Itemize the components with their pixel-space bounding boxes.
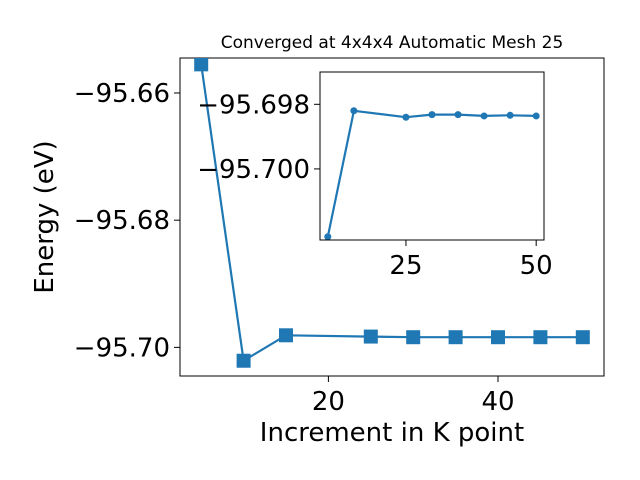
inset-y-tick-label: −95.700 [197,155,310,185]
inset-data-point [532,112,540,120]
main-data-point [363,329,378,344]
main-data-point [575,330,590,345]
main-x-tick-label: 20 [312,387,345,417]
main-data-point [533,330,548,345]
main-y-tick-label: −95.66 [74,79,170,109]
main-data-point [491,330,505,345]
main-chart-title: Converged at 4x4x4 Automatic Mesh 25 [221,33,564,53]
main-y-tick-label: −95.68 [74,206,170,236]
main-data-point [194,58,209,72]
inset-data-point [454,111,462,119]
inset-data-point [350,107,358,115]
main-y-tick-label: −95.70 [74,333,170,363]
inset-x-tick-label: 25 [389,251,422,281]
main-plot-frame [179,57,605,377]
main-x-tick-label: 40 [481,387,514,417]
main-data-point [406,330,421,345]
main-x-axis-label: Increment in K point [260,418,524,448]
main-data-point [236,353,251,368]
inset-data-point [480,112,488,120]
inset-plot-background [320,72,544,240]
inset-y-tick-label: −95.698 [197,90,310,120]
main-data-point [448,330,463,345]
main-data-point [279,328,293,343]
inset-data-point [428,111,436,119]
inset-data-point [506,111,514,119]
inset-data-point [402,113,410,121]
inset-plot-frame [319,71,545,241]
inset-data-point [324,233,332,240]
main-y-axis-label: Energy (eV) [30,140,60,293]
inset-series-line [326,109,537,238]
inset-x-tick-label: 50 [520,251,553,281]
